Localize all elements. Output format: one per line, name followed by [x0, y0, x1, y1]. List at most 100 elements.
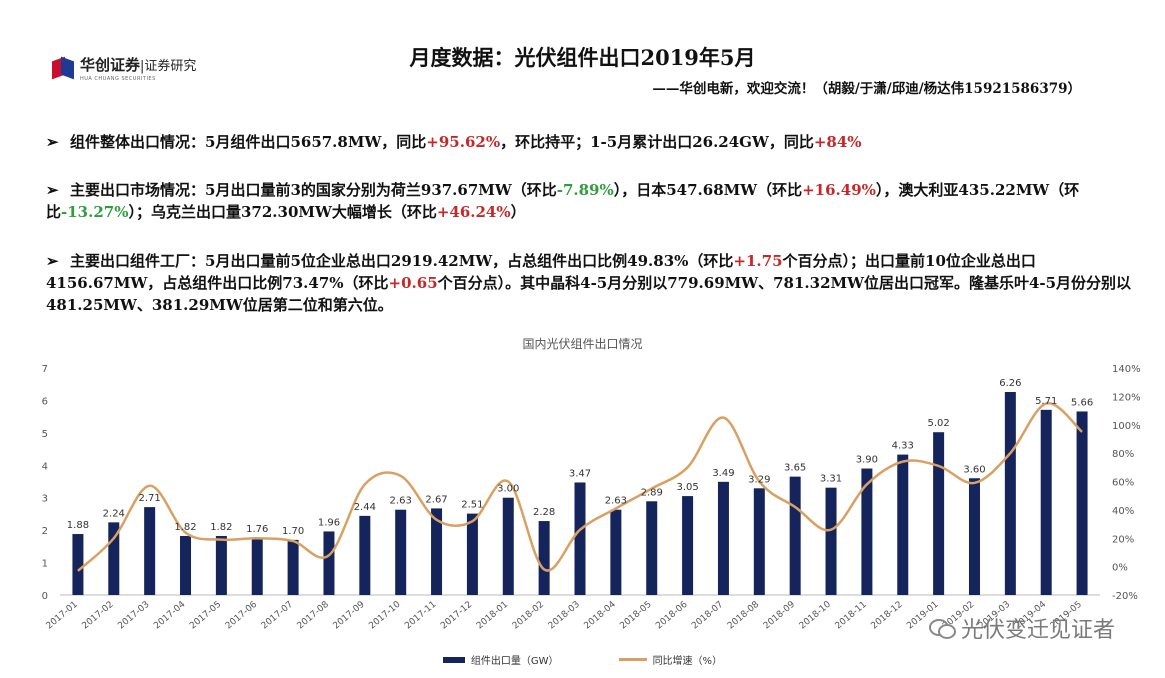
legend-swatch-line — [618, 658, 647, 661]
bullet-text-part: 个百分点）；出口量前10位企业总出口4156.67MW，占总组件出口比例73.4… — [46, 252, 1036, 292]
x-tick-label: 2018-04 — [583, 599, 618, 631]
bullet-text-part: +16.49% — [802, 181, 876, 199]
left-axis-tick-label: 0 — [42, 591, 48, 602]
bullet-export-markets: ➢ 主要出口市场情况：5月出口量前3的国家分别为荷兰937.67MW（环比-7.8… — [46, 179, 1141, 223]
export-chart: 0 1 2 3 4 5 6 7 -20% 0% 20% 40% 60% 80% 100% 120% 140% 1.… — [42, 364, 1141, 632]
bar-2019-05 — [1076, 411, 1088, 595]
bar-2017-11 — [431, 508, 443, 595]
x-tick-label: 2018-09 — [762, 599, 797, 631]
x-tick-label: 2018-03 — [547, 600, 582, 632]
right-axis-tick-label: 0% — [1112, 563, 1128, 574]
right-axis-tick-label: 80% — [1112, 449, 1134, 460]
right-axis-tick-label: 20% — [1112, 534, 1134, 545]
bar-data-label: 2.63 — [390, 496, 412, 507]
x-tick-label: 2017-08 — [296, 599, 331, 631]
bar-data-label: 3.05 — [676, 482, 698, 493]
x-tick-label: 2017-02 — [80, 600, 115, 632]
bar-data-label: 2.28 — [533, 507, 555, 518]
bar-data-label: 2.63 — [605, 496, 627, 507]
x-tick-label: 2018-05 — [618, 600, 653, 632]
bar-2018-03 — [574, 482, 586, 595]
bar-2018-11 — [861, 468, 873, 595]
bar-2017-01 — [72, 534, 84, 595]
bullet-text-part: 组件整体出口情况：5月组件出口5657.8MW，同比 — [70, 133, 427, 151]
left-axis-tick-label: 5 — [42, 429, 48, 440]
page-title: 月度数据：光伏组件出口2019年5月 — [409, 45, 756, 70]
bullet-text-part: +46.24% — [436, 203, 511, 221]
bar-2019-04 — [1040, 409, 1052, 595]
bar-data-label: 1.82 — [210, 522, 232, 533]
left-axis-tick-label: 7 — [42, 364, 48, 375]
bar-data-label: 1.76 — [246, 524, 268, 535]
bar-data-label: 3.31 — [820, 474, 842, 485]
logo-divider-text: |证券研究 — [140, 59, 197, 74]
bar-data-label: 2.71 — [139, 493, 161, 504]
legend-label-bar: 组件出口量（GW） — [470, 656, 559, 667]
x-tick-label: 2017-10 — [367, 599, 402, 631]
bar-2017-09 — [359, 515, 371, 595]
page-subtitle: ——华创电新，欢迎交流！（胡毅/于潇/邱迪/杨达伟15921586379） — [652, 81, 1081, 97]
bar-data-label: 1.82 — [174, 522, 196, 533]
x-tick-label: 2017-12 — [439, 600, 474, 632]
bar-data-label: 2.24 — [103, 508, 125, 519]
bar-2018-01 — [502, 497, 514, 595]
bullet-text-part: +84% — [813, 133, 862, 151]
bar-2018-05 — [646, 501, 658, 595]
wechat-icon — [928, 617, 956, 639]
bullet-text-part: ）；乌克兰出口量372.30MW大幅增长（环比 — [128, 203, 437, 221]
legend-label-line: 同比增速（%） — [652, 656, 723, 667]
right-axis-tick-label: 60% — [1112, 478, 1134, 489]
x-tick-label: 2017-03 — [116, 600, 151, 632]
bar-data-label: 5.71 — [1035, 396, 1057, 407]
bullet-text-part: ） — [510, 203, 526, 221]
logo-sub: HUA CHUANG SECURITIES — [80, 76, 156, 82]
left-axis-tick-label: 2 — [42, 526, 48, 537]
bar-data-label: 3.47 — [569, 468, 591, 479]
bar-2019-02 — [968, 478, 980, 595]
x-tick-label: 2018-08 — [726, 599, 761, 631]
growth-line — [77, 402, 1083, 572]
bar-data-label: 1.70 — [282, 526, 304, 537]
bullet-text-part: -13.27% — [61, 203, 129, 221]
left-axis-tick-label: 4 — [42, 461, 48, 472]
x-tick-label: 2018-07 — [690, 600, 725, 632]
bar-2017-12 — [466, 513, 478, 595]
bar-data-label: 1.96 — [318, 517, 340, 528]
bullet-text-part: +95.62% — [426, 133, 501, 151]
bar-2018-07 — [717, 481, 729, 595]
right-axis-tick-label: 140% — [1112, 364, 1141, 375]
x-tick-label: 2018-01 — [475, 600, 510, 632]
bar-data-label: 3.00 — [497, 484, 519, 495]
bar-2017-07 — [287, 539, 299, 595]
bullet-text-part: 主要出口组件工厂：5月出口量前5位企业总出口2919.42MW，占总组件出口比例… — [70, 252, 734, 270]
bar-data-label: 1.88 — [67, 520, 89, 531]
bar-2019-01 — [933, 432, 945, 595]
bar-2018-10 — [825, 487, 837, 595]
x-tick-label: 2018-11 — [834, 600, 869, 632]
right-axis-tick-label: 120% — [1112, 392, 1141, 403]
bullet-arrow-icon: ➢ — [46, 133, 59, 151]
x-tick-label: 2017-05 — [188, 600, 223, 632]
bullet-arrow-icon: ➢ — [46, 181, 59, 199]
bullet-export-factories: ➢ 主要出口组件工厂：5月出口量前5位企业总出口2919.42MW，占总组件出口比… — [46, 250, 1141, 316]
bullet-text-part: 个百分点）。其中晶科4-5月分别以779.69MW、781.32MW位居出口冠军… — [46, 274, 1132, 314]
bar-2018-09 — [789, 476, 801, 595]
bar-data-label: 6.26 — [999, 378, 1021, 389]
bar-data-label: 3.60 — [963, 464, 985, 475]
bar-2017-04 — [180, 535, 192, 595]
bullet-text-part: ），澳大利亚435.22MW（环比 — [46, 181, 1080, 221]
x-tick-label: 2018-06 — [654, 599, 689, 631]
bullet-text-part: +0.65 — [388, 274, 438, 292]
bar-data-label: 3.90 — [856, 455, 878, 466]
bar-2018-02 — [538, 521, 550, 595]
bar-data-label: 5.02 — [927, 418, 949, 429]
bullet-text-part: ，环比持平；1-5月累计出口26.24GW，同比 — [500, 133, 814, 151]
right-axis-tick-label: 100% — [1112, 421, 1141, 432]
bullet-text-part: ），日本547.68MW（环比 — [613, 181, 803, 199]
left-axis-tick-label: 6 — [42, 396, 48, 407]
left-axis-tick-label: 1 — [42, 559, 48, 570]
bar-2017-06 — [251, 537, 263, 595]
bullet-text-part: 主要出口市场情况：5月出口量前3的国家分别为荷兰937.67MW（环比 — [70, 181, 557, 199]
x-tick-label: 2018-12 — [869, 600, 904, 632]
bullet-text-part: -7.89% — [556, 181, 614, 199]
